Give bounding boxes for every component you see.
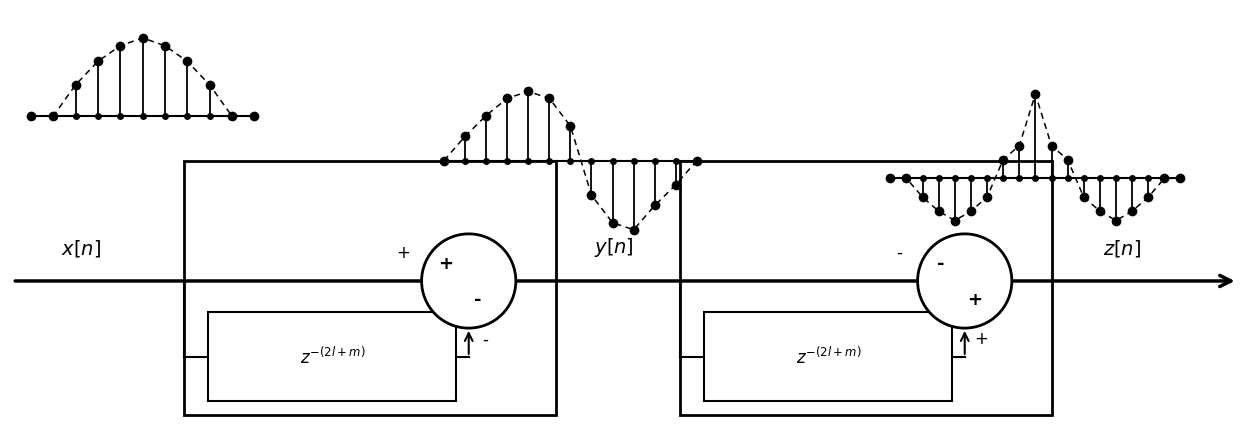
Bar xyxy=(680,161,1052,415)
Text: +: + xyxy=(438,256,453,273)
Text: -: - xyxy=(482,330,489,348)
Text: -: - xyxy=(897,244,901,262)
Bar xyxy=(208,312,456,401)
Text: +: + xyxy=(396,244,410,262)
Ellipse shape xyxy=(918,234,1012,328)
Text: +: + xyxy=(975,330,988,348)
Text: $z[n]$: $z[n]$ xyxy=(1104,238,1141,259)
Text: $y[n]$: $y[n]$ xyxy=(594,235,634,259)
Text: +: + xyxy=(967,291,982,309)
Text: -: - xyxy=(475,291,482,309)
Ellipse shape xyxy=(422,234,516,328)
Text: -: - xyxy=(937,256,945,273)
Bar xyxy=(704,312,952,401)
Text: $x[n]$: $x[n]$ xyxy=(61,238,100,259)
Bar xyxy=(184,161,556,415)
Text: $z^{-(2l+m)}$: $z^{-(2l+m)}$ xyxy=(796,346,861,368)
Text: $z^{-(2l+m)}$: $z^{-(2l+m)}$ xyxy=(300,346,365,368)
